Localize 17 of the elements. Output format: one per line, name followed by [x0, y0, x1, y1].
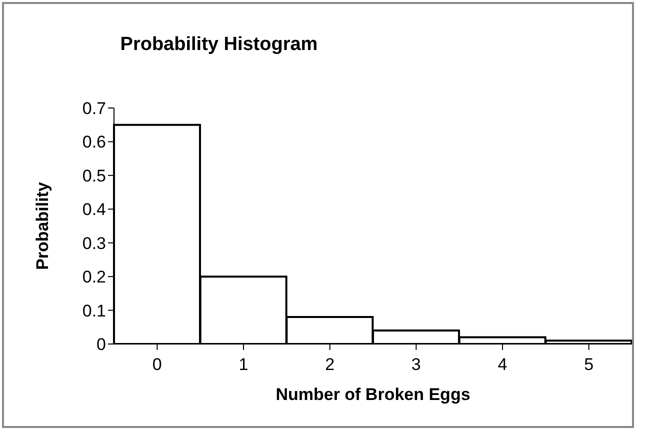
y-tick-label: 0.2: [82, 268, 106, 287]
x-tick-label: 5: [584, 355, 594, 374]
y-axis-title: Probability: [33, 182, 52, 270]
x-tick-label: 1: [238, 355, 248, 374]
x-tick-label: 0: [152, 355, 162, 374]
y-tick-label: 0: [96, 335, 106, 354]
y-tick-label: 0.7: [82, 99, 106, 118]
x-tick-label: 4: [498, 355, 508, 374]
x-tick-label: 2: [325, 355, 335, 374]
y-tick-label: 0.4: [82, 200, 106, 220]
x-axis-title: Number of Broken Eggs: [276, 385, 470, 404]
y-tick-label: 0.6: [82, 132, 106, 152]
chart-title: Probability Histogram: [119, 34, 319, 56]
y-tick-label: 0.5: [82, 166, 106, 186]
y-tick-label: 0.1: [82, 301, 106, 320]
x-tick-label: 3: [411, 355, 421, 374]
y-tick-label: 0.3: [82, 234, 106, 253]
